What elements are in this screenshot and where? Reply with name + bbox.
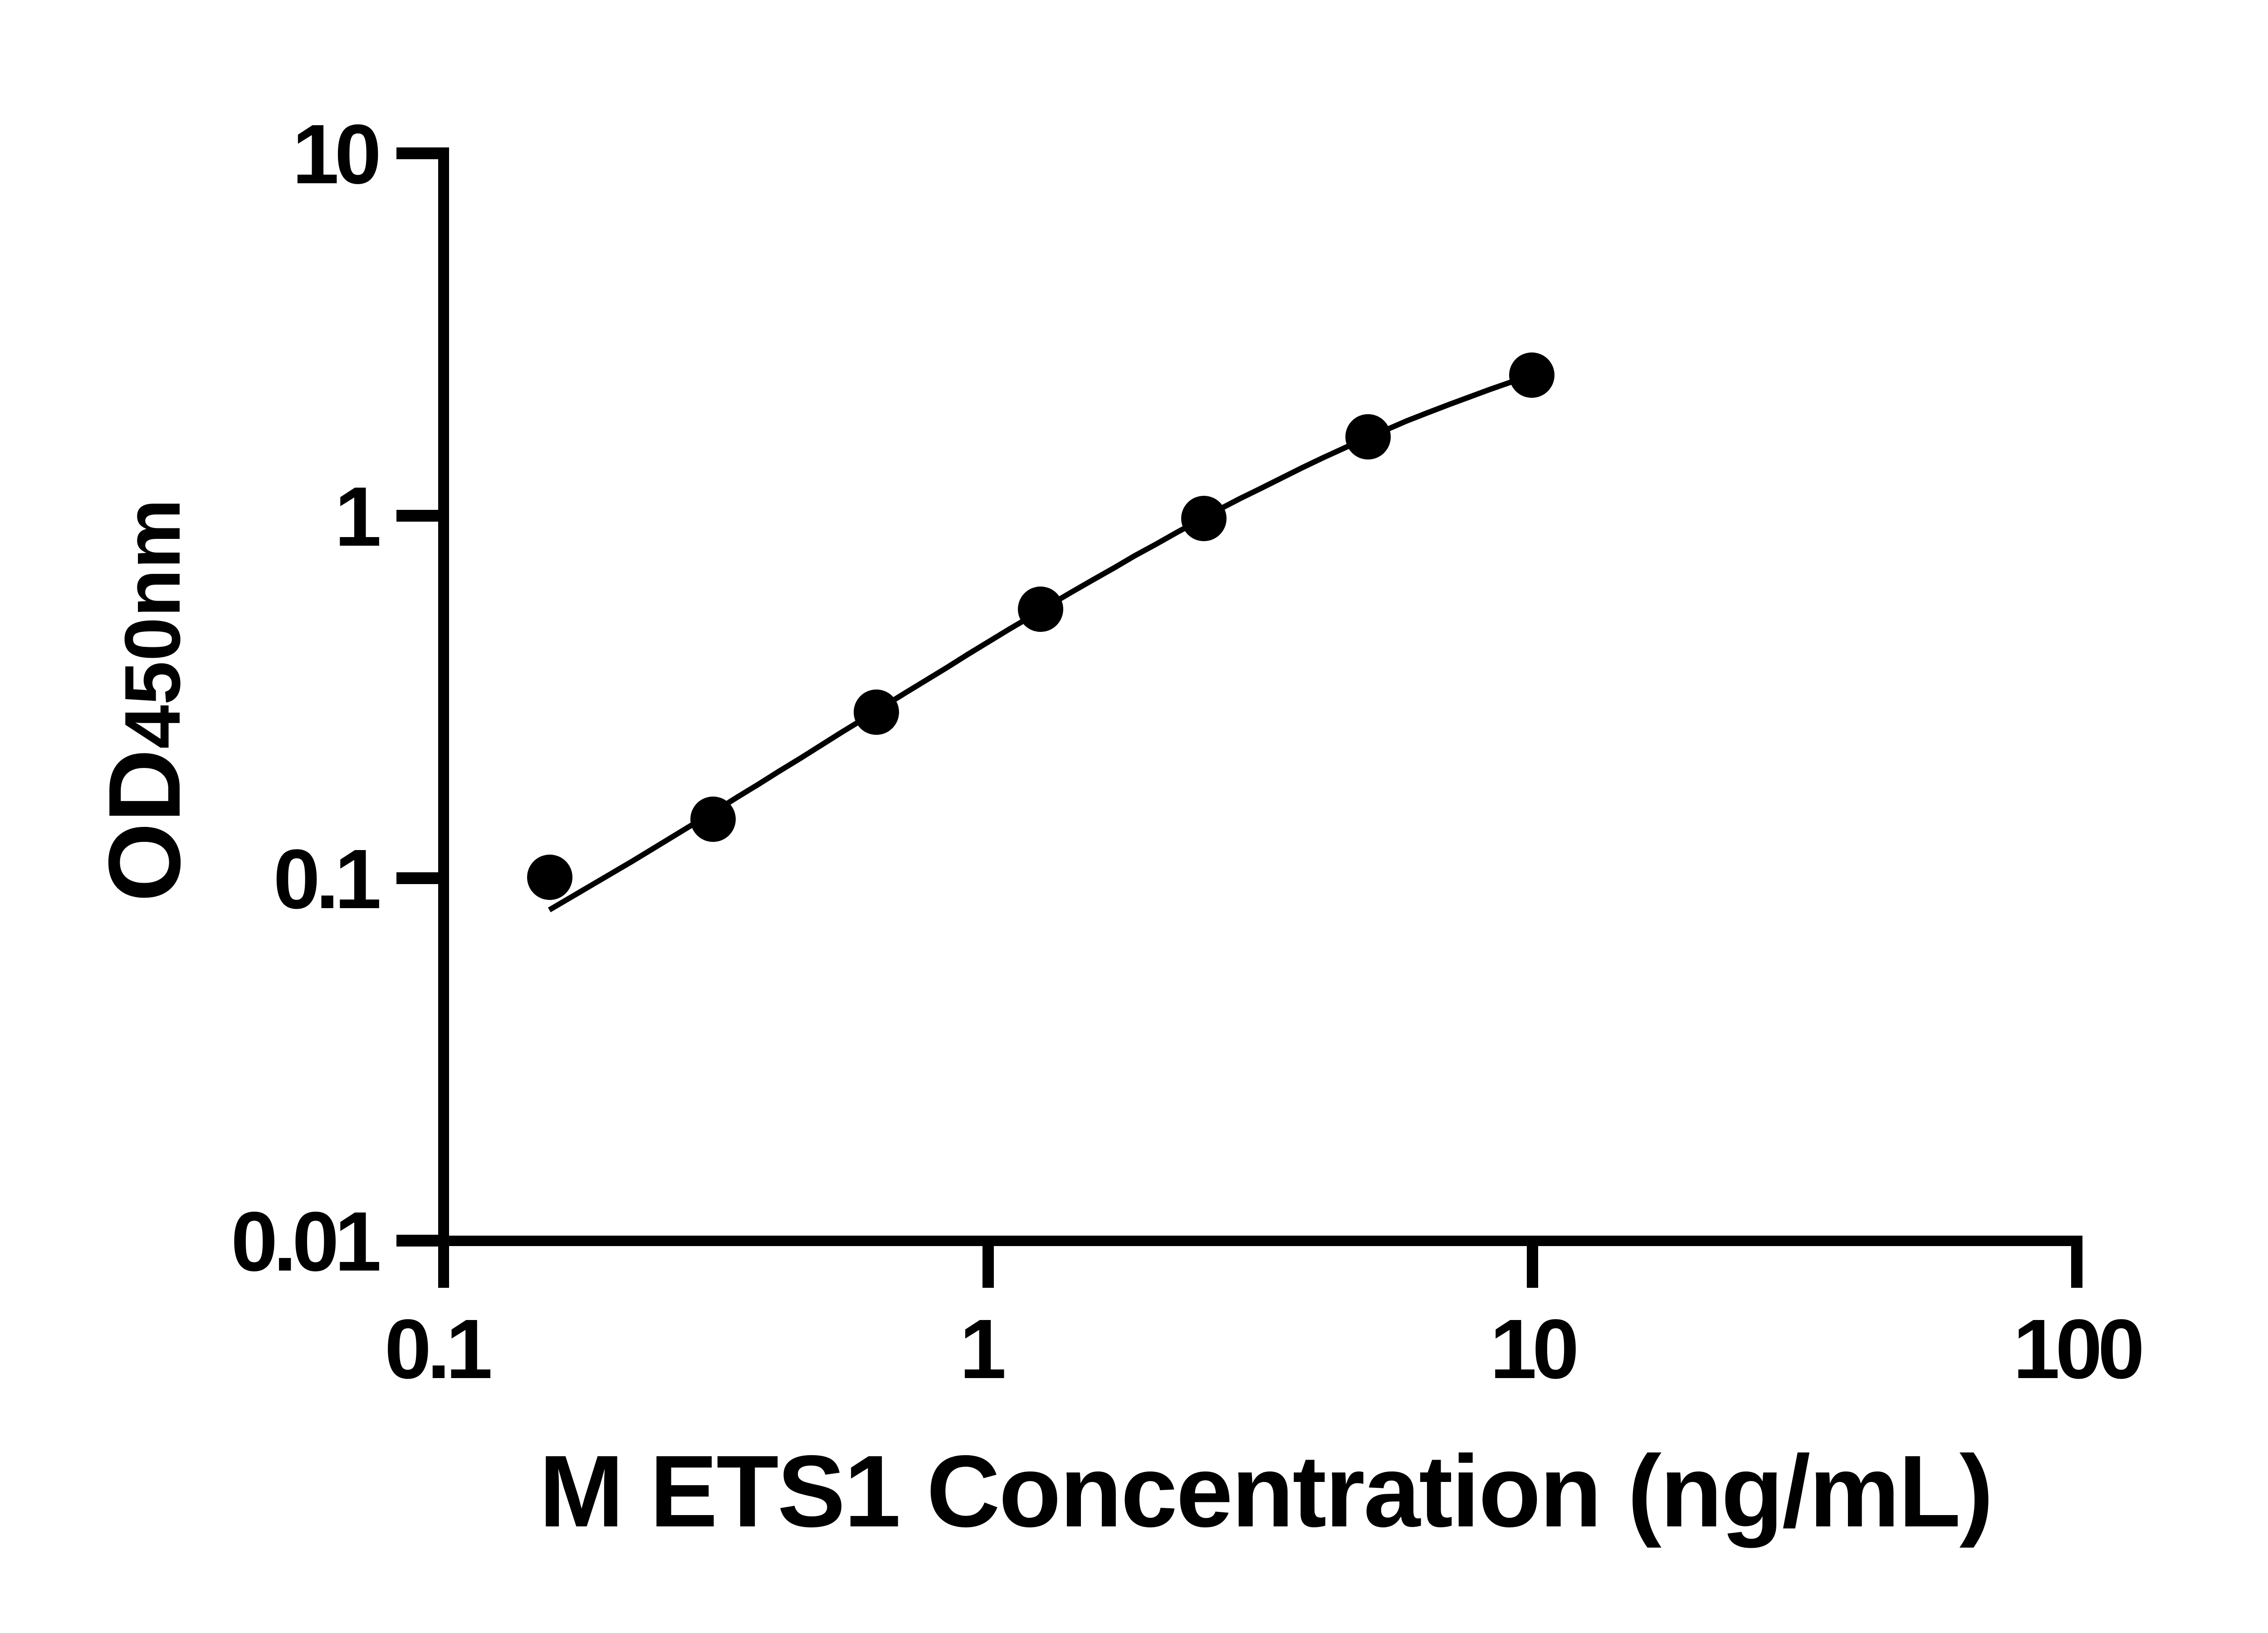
svg-text:1: 1 — [335, 470, 380, 564]
svg-text:0.1: 0.1 — [273, 832, 379, 926]
svg-text:10: 10 — [1490, 1302, 1576, 1396]
svg-text:100: 100 — [2013, 1302, 2141, 1396]
svg-text:1: 1 — [959, 1302, 1004, 1396]
svg-text:OD450nm: OD450nm — [87, 499, 201, 902]
svg-text:0.1: 0.1 — [385, 1302, 491, 1396]
svg-text:0.01: 0.01 — [231, 1195, 380, 1289]
svg-text:M ETS1 Concentration (ng/mL): M ETS1 Concentration (ng/mL) — [539, 1434, 1992, 1548]
svg-text:10: 10 — [292, 108, 378, 201]
